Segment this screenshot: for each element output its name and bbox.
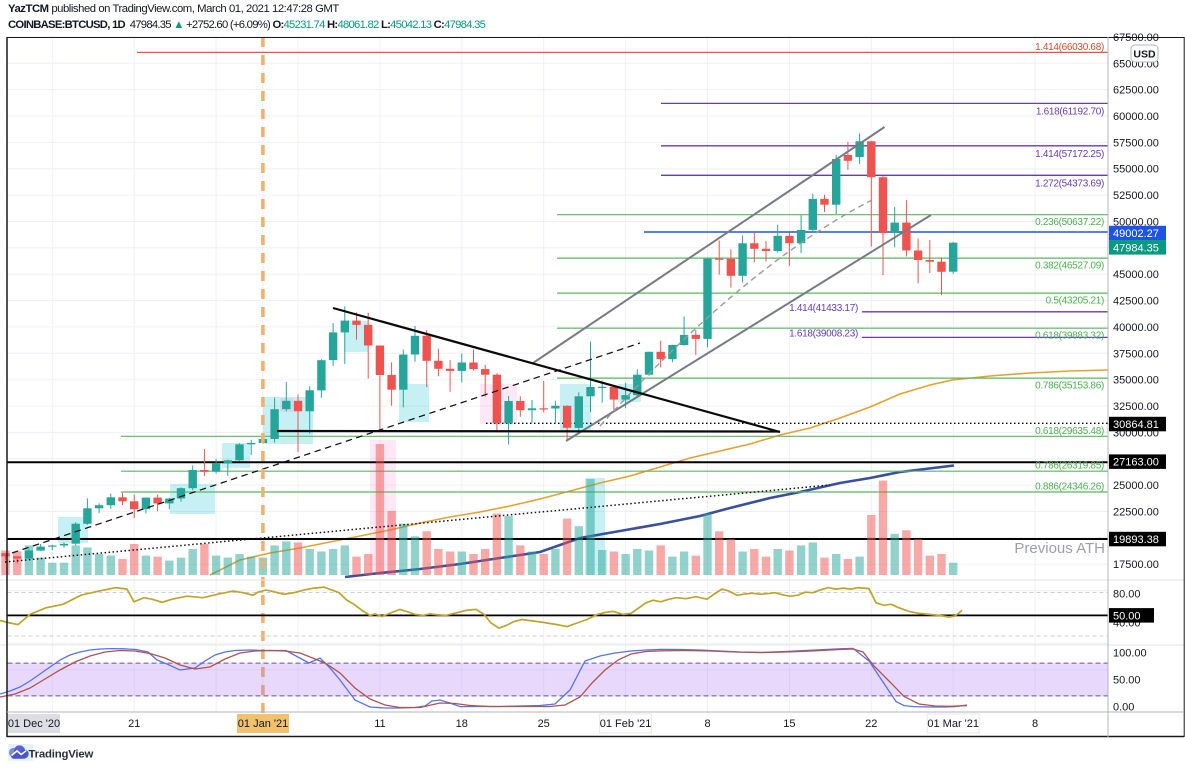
svg-text:8: 8 — [1032, 718, 1038, 730]
svg-text:1.414(41433.17): 1.414(41433.17) — [789, 303, 858, 314]
svg-text:Previous ATH: Previous ATH — [1014, 540, 1105, 557]
svg-text:11: 11 — [374, 718, 385, 730]
svg-text:47984.35: 47984.35 — [1113, 242, 1159, 254]
svg-text:01 Mar '21: 01 Mar '21 — [927, 718, 979, 730]
svg-text:0.786(26319.85): 0.786(26319.85) — [1035, 461, 1104, 472]
svg-text:18: 18 — [456, 718, 468, 730]
svg-text:25: 25 — [538, 718, 550, 730]
svg-text:0.786(35153.86): 0.786(35153.86) — [1035, 381, 1104, 392]
svg-text:50.00: 50.00 — [1113, 610, 1141, 622]
svg-text:45000.00: 45000.00 — [1113, 269, 1159, 281]
svg-text:100.00: 100.00 — [1113, 647, 1147, 659]
svg-text:80.00: 80.00 — [1113, 589, 1141, 601]
svg-text:22500.00: 22500.00 — [1113, 507, 1159, 519]
svg-text:19893.38: 19893.38 — [1113, 534, 1159, 546]
svg-text:0.5(43205.21): 0.5(43205.21) — [1046, 296, 1104, 307]
svg-text:1.618(61192.70): 1.618(61192.70) — [1036, 106, 1104, 117]
svg-text:TradingView: TradingView — [29, 749, 94, 761]
svg-text:22: 22 — [865, 718, 877, 730]
svg-text:1.414(57172.25): 1.414(57172.25) — [1035, 149, 1104, 160]
svg-text:40000.00: 40000.00 — [1113, 322, 1159, 334]
svg-text:52500.00: 52500.00 — [1113, 190, 1159, 202]
svg-text:60000.00: 60000.00 — [1113, 111, 1159, 123]
svg-text:62500.00: 62500.00 — [1113, 85, 1159, 97]
svg-text:37500.00: 37500.00 — [1113, 348, 1159, 360]
svg-text:1.414(66030.68): 1.414(66030.68) — [1035, 42, 1104, 53]
svg-text:17500.00: 17500.00 — [1113, 559, 1159, 571]
svg-text:1.618(39008.23): 1.618(39008.23) — [789, 328, 858, 339]
svg-text:32500.00: 32500.00 — [1113, 401, 1159, 413]
svg-text:55000.00: 55000.00 — [1113, 164, 1159, 176]
svg-text:0.382(46527.09): 0.382(46527.09) — [1035, 261, 1104, 272]
svg-text:50000.00: 50000.00 — [1113, 217, 1159, 229]
svg-text:67500.00: 67500.00 — [1113, 32, 1159, 44]
svg-text:27163.00: 27163.00 — [1113, 457, 1159, 469]
svg-text:0.00: 0.00 — [1113, 702, 1134, 714]
svg-text:30864.81: 30864.81 — [1113, 419, 1159, 431]
svg-text:USD: USD — [1133, 49, 1156, 61]
svg-text:0.236(50637.22): 0.236(50637.22) — [1035, 217, 1104, 228]
svg-text:21: 21 — [128, 718, 140, 730]
svg-text:49002.27: 49002.27 — [1113, 228, 1159, 240]
svg-text:01 Dec '20: 01 Dec '20 — [8, 718, 60, 730]
svg-text:25000.00: 25000.00 — [1113, 480, 1159, 492]
svg-text:0.886(24346.26): 0.886(24346.26) — [1035, 482, 1104, 493]
svg-text:57500.00: 57500.00 — [1113, 137, 1159, 149]
svg-text:0.618(39883.32): 0.618(39883.32) — [1035, 331, 1104, 342]
svg-text:35000.00: 35000.00 — [1113, 375, 1159, 387]
svg-text:01 Jan '21: 01 Jan '21 — [238, 718, 288, 730]
svg-text:15: 15 — [783, 718, 795, 730]
svg-text:0.618(29635.48): 0.618(29635.48) — [1035, 426, 1104, 437]
svg-text:8: 8 — [704, 718, 710, 730]
svg-text:42500.00: 42500.00 — [1113, 296, 1159, 308]
svg-text:01 Feb '21: 01 Feb '21 — [600, 718, 652, 730]
svg-text:1.272(54373.69): 1.272(54373.69) — [1035, 178, 1104, 189]
svg-text:50.00: 50.00 — [1113, 675, 1141, 687]
